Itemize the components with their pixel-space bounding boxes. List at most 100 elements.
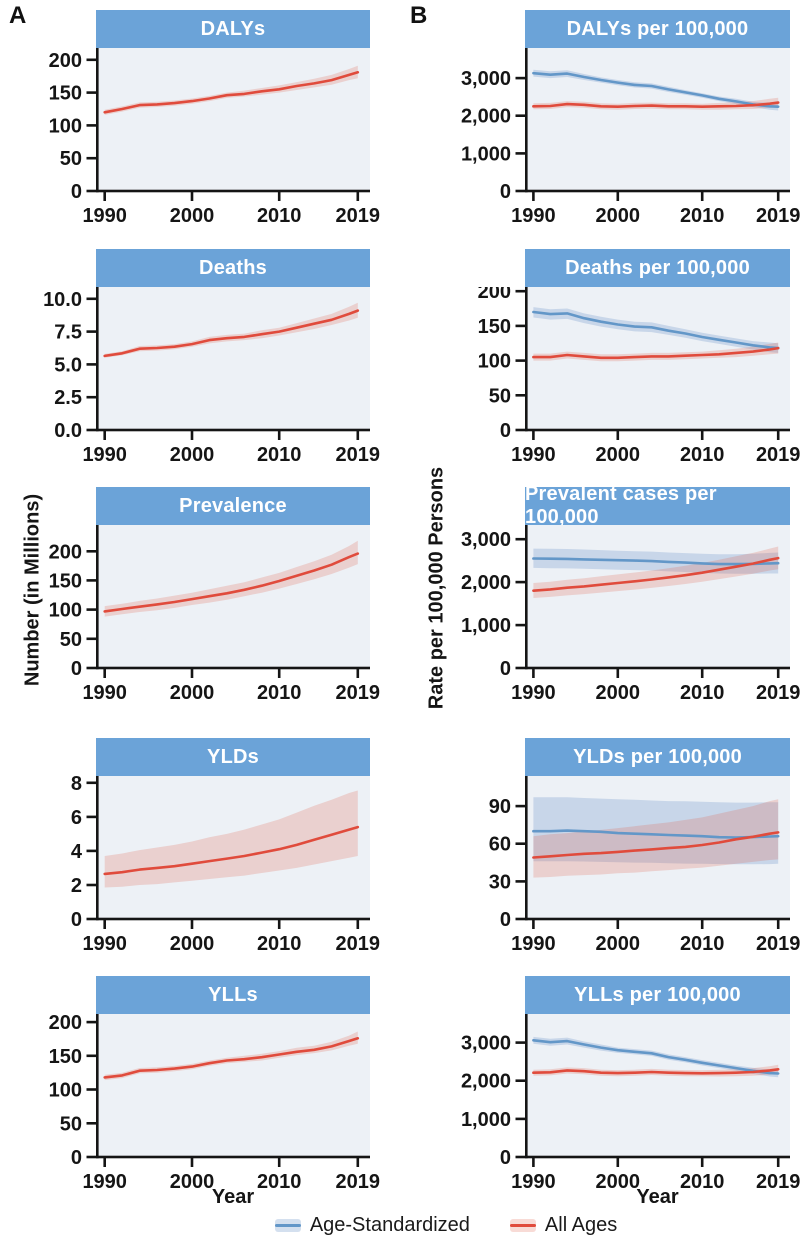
- svg-text:2000: 2000: [596, 1171, 641, 1193]
- chart-title-bar: DALYs per 100,000: [525, 10, 790, 48]
- svg-text:200: 200: [49, 1014, 82, 1034]
- svg-text:1990: 1990: [511, 205, 556, 227]
- chart-title-bar: DALYs: [96, 10, 370, 48]
- chart-title-bar: YLLs: [96, 976, 370, 1014]
- svg-text:2000: 2000: [596, 933, 641, 955]
- chart-plot-ylls: 0 50 100 150 200 1990 2000 2010 2019: [49, 1014, 381, 1193]
- svg-text:150: 150: [478, 316, 511, 338]
- svg-text:200: 200: [49, 541, 82, 563]
- svg-text:60: 60: [489, 834, 511, 856]
- svg-text:1990: 1990: [82, 682, 127, 704]
- svg-text:150: 150: [49, 1046, 82, 1068]
- svg-text:2.5: 2.5: [54, 387, 82, 409]
- svg-text:1,000: 1,000: [461, 143, 511, 165]
- svg-text:2019: 2019: [756, 444, 800, 466]
- chart-plot-ylds: 0 2 4 6 8 1990 2000 2010 2019: [71, 776, 380, 955]
- legend-label: All Ages: [544, 1214, 618, 1236]
- legend-item-all-ages: All Ages: [509, 1214, 618, 1237]
- svg-text:0: 0: [71, 658, 82, 680]
- svg-text:0: 0: [71, 909, 82, 931]
- legend: Age-Standardized All Ages: [0, 1214, 800, 1237]
- legend-label: Age-Standardized: [309, 1214, 470, 1236]
- svg-text:2000: 2000: [596, 682, 641, 704]
- chart-panel-ylls: YLLs 0 50 100 150 200 1990 2000 2010 2019: [0, 976, 400, 1198]
- svg-text:2010: 2010: [257, 444, 302, 466]
- chart-title: YLDs: [207, 745, 259, 768]
- svg-text:0: 0: [71, 181, 82, 203]
- svg-text:2010: 2010: [680, 444, 725, 466]
- svg-text:100: 100: [49, 600, 82, 622]
- chart-title: Deaths: [199, 256, 267, 279]
- svg-text:10.0: 10.0: [43, 289, 82, 311]
- chart-panel-dalys: DALYs 0 50 100 150 200 1990 2000 2010 2019: [0, 10, 400, 232]
- svg-text:2000: 2000: [596, 444, 641, 466]
- svg-text:2019: 2019: [336, 682, 381, 704]
- svg-text:2,000: 2,000: [461, 572, 511, 594]
- chart-title: DALYs per 100,000: [566, 17, 749, 40]
- chart-title: YLDs per 100,000: [573, 745, 742, 768]
- svg-text:2010: 2010: [680, 682, 725, 704]
- svg-text:1990: 1990: [82, 205, 127, 227]
- chart-panel-ylds: YLDs 0 2 4 6 8 1990 2000 2010 2019: [0, 738, 400, 960]
- svg-text:0.0: 0.0: [54, 420, 82, 442]
- chart-title: YLLs: [208, 983, 258, 1006]
- all-ages-swatch-icon: [509, 1219, 536, 1232]
- chart-plot-prevalent-cases-per-100k: 0 1,000 2,000 3,000 1990 2000 2010 2019: [461, 525, 800, 704]
- svg-text:0: 0: [71, 1147, 82, 1169]
- chart-title-bar: Deaths: [96, 249, 370, 287]
- svg-text:2000: 2000: [170, 933, 215, 955]
- svg-text:2010: 2010: [680, 933, 725, 955]
- chart-panel-prevalence: Prevalence 0 50 100 150 200 1990 2000 2010 2019: [0, 487, 400, 709]
- svg-text:1990: 1990: [511, 682, 556, 704]
- svg-text:50: 50: [60, 148, 82, 170]
- svg-text:2019: 2019: [756, 1171, 800, 1193]
- chart-plot-prevalence: 0 50 100 150 200 1990 2000 2010 2019: [49, 525, 381, 704]
- svg-text:0: 0: [500, 1147, 511, 1169]
- svg-text:150: 150: [49, 570, 82, 592]
- svg-text:3,000: 3,000: [461, 68, 511, 90]
- svg-text:100: 100: [49, 115, 82, 137]
- svg-text:2010: 2010: [257, 682, 302, 704]
- svg-text:2010: 2010: [680, 1171, 725, 1193]
- svg-text:3,000: 3,000: [461, 529, 511, 551]
- svg-text:2019: 2019: [336, 1171, 381, 1193]
- svg-text:2,000: 2,000: [461, 1071, 511, 1093]
- svg-text:30: 30: [489, 871, 511, 893]
- svg-text:2000: 2000: [170, 205, 215, 227]
- legend-item-age-standardized: Age-Standardized: [274, 1214, 470, 1237]
- chart-title: Deaths per 100,000: [565, 256, 750, 279]
- chart-panel-deaths: Deaths 0.0 2.5 5.0 7.5 10.0 1990 2000 2010 2019: [0, 249, 400, 471]
- svg-text:1990: 1990: [82, 444, 127, 466]
- chart-title: Prevalent cases per 100,000: [525, 483, 717, 528]
- chart-plot-ylds-per-100k: 0 30 60 90 1990 2000 2010 2019: [489, 776, 800, 955]
- svg-text:2019: 2019: [336, 205, 381, 227]
- chart-title-bar: Deaths per 100,000: [525, 249, 790, 287]
- svg-text:2019: 2019: [336, 444, 381, 466]
- svg-text:200: 200: [478, 287, 511, 303]
- chart-plot-deaths: 0.0 2.5 5.0 7.5 10.0 1990 2000 2010 2019: [43, 287, 381, 466]
- svg-text:50: 50: [60, 1113, 82, 1135]
- svg-text:50: 50: [489, 385, 511, 407]
- svg-text:1990: 1990: [511, 1171, 556, 1193]
- chart-panel-deaths-per-100k: Deaths per 100,000 0 50 100 150 200 1990 2000 2…: [400, 249, 800, 471]
- svg-text:1,000: 1,000: [461, 1109, 511, 1131]
- svg-text:2: 2: [71, 875, 82, 897]
- svg-text:2019: 2019: [756, 682, 800, 704]
- chart-plot-ylls-per-100k: 0 1,000 2,000 3,000 1990 2000 2010 2019: [461, 1014, 800, 1193]
- chart-title-bar: YLDs: [96, 738, 370, 776]
- svg-text:2010: 2010: [680, 205, 725, 227]
- panel-b-label: B: [410, 2, 428, 29]
- svg-text:0: 0: [500, 658, 511, 680]
- svg-text:2010: 2010: [257, 933, 302, 955]
- svg-text:8: 8: [71, 776, 82, 795]
- svg-text:2000: 2000: [596, 205, 641, 227]
- svg-text:100: 100: [49, 1080, 82, 1102]
- svg-text:2019: 2019: [756, 205, 800, 227]
- svg-text:3,000: 3,000: [461, 1033, 511, 1055]
- svg-text:1990: 1990: [511, 444, 556, 466]
- svg-text:1990: 1990: [511, 933, 556, 955]
- svg-text:5.0: 5.0: [54, 354, 82, 376]
- svg-text:0: 0: [500, 909, 511, 931]
- chart-title: Prevalence: [179, 494, 287, 517]
- svg-text:0: 0: [500, 181, 511, 203]
